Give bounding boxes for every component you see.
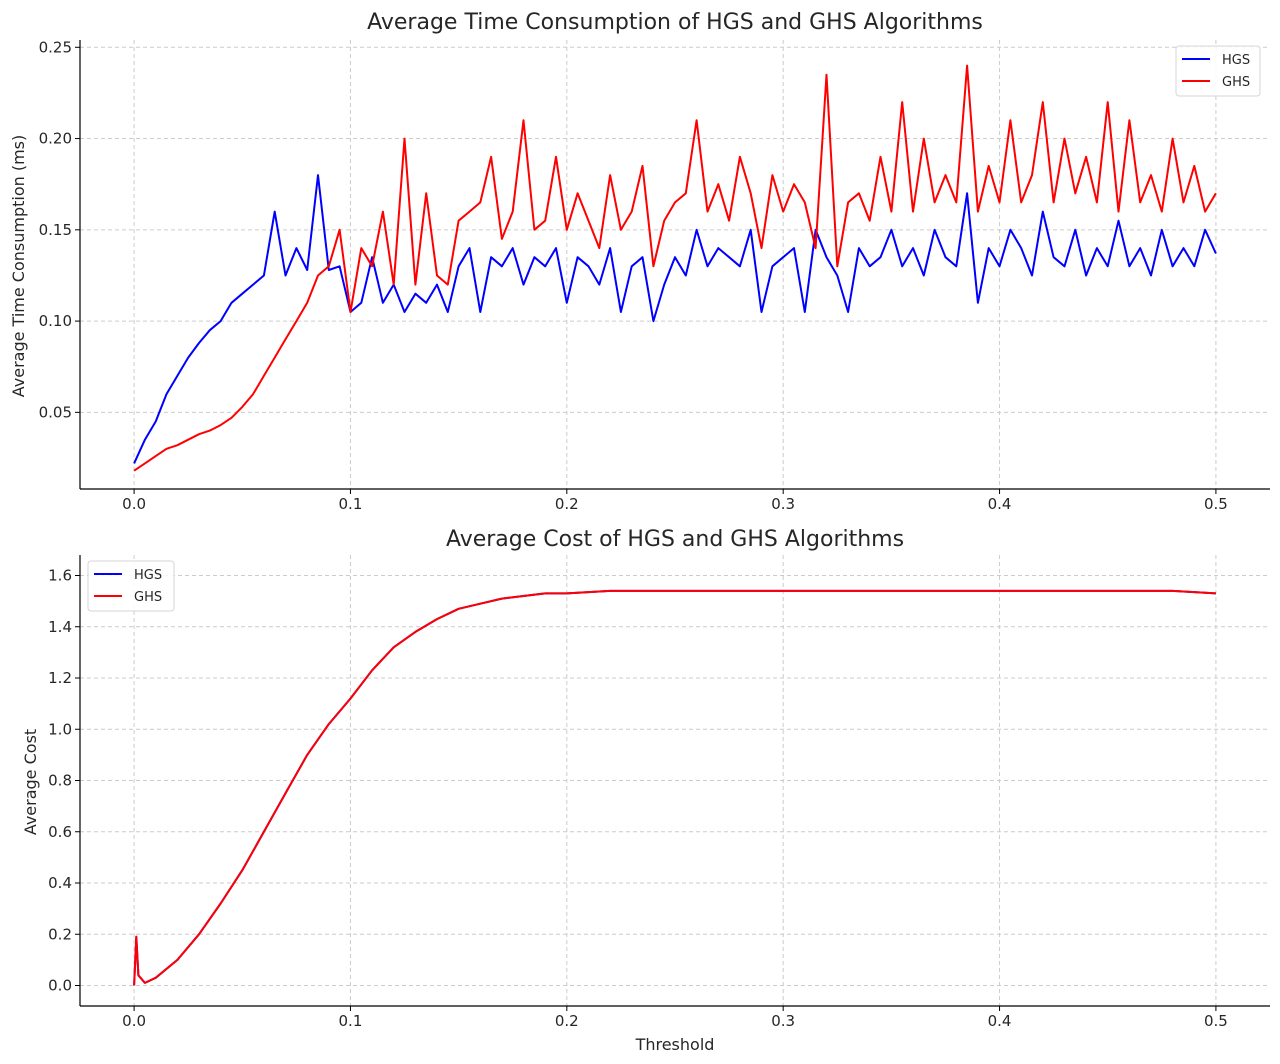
y-tick-label: 1.2 — [48, 669, 72, 687]
x-tick-label: 0.1 — [339, 495, 363, 513]
x-tick-label: 0.1 — [339, 1012, 363, 1030]
series-line-hgs — [133, 589, 1216, 986]
x-tick-label: 0.5 — [1204, 495, 1228, 513]
y-tick-label: 0.8 — [48, 772, 72, 790]
x-tick-label: 0.3 — [771, 1012, 795, 1030]
y-axis-label: Average Time Consumption (ms) — [9, 135, 28, 398]
x-tick-label: 0.2 — [555, 1012, 579, 1030]
legend-label-ghs: GHS — [1222, 75, 1250, 90]
legend: HGS GHS — [87, 560, 175, 612]
legend-label-ghs: GHS — [134, 590, 162, 605]
y-tick-label: 0.10 — [39, 312, 72, 330]
series-line-hgs — [133, 174, 1217, 464]
x-axis-label: Threshold — [635, 1035, 715, 1054]
x-tick-label: 0.2 — [555, 495, 579, 513]
y-tick-label: 0.6 — [48, 823, 72, 841]
chart-title: Average Cost of HGS and GHS Algorithms — [446, 527, 904, 552]
x-tick-label: 0.5 — [1204, 1012, 1228, 1030]
legend-label-hgs: HGS — [134, 568, 162, 583]
legend-label-hgs: HGS — [1222, 53, 1250, 68]
y-tick-label: 0.05 — [39, 403, 72, 421]
y-tick-label: 0.25 — [39, 38, 72, 56]
y-tick-label: 1.0 — [48, 720, 72, 738]
y-tick-label: 1.4 — [48, 618, 72, 636]
x-tick-label: 0.4 — [988, 1012, 1012, 1030]
y-tick-label: 0.20 — [39, 130, 72, 148]
y-tick-label: 1.6 — [48, 567, 72, 585]
y-tick-label: 0.4 — [48, 874, 72, 892]
y-tick-label: 0.0 — [48, 977, 72, 995]
legend: HGS GHS — [1175, 45, 1261, 97]
y-tick-label: 0.15 — [39, 221, 72, 239]
y-axis-label: Average Cost — [21, 729, 40, 835]
x-tick-label: 0.0 — [122, 1012, 146, 1030]
x-tick-label: 0.0 — [122, 495, 146, 513]
x-tick-label: 0.3 — [771, 495, 795, 513]
time-consumption-chart: Average Time Consumption of HGS and GHS … — [9, 10, 1270, 513]
series-line-ghs — [133, 64, 1217, 472]
y-tick-label: 0.2 — [48, 925, 72, 943]
chart-title: Average Time Consumption of HGS and GHS … — [367, 10, 983, 35]
series-line-ghs — [133, 589, 1216, 986]
cost-chart: Average Cost of HGS and GHS Algorithms A… — [21, 527, 1270, 1054]
x-tick-label: 0.4 — [988, 495, 1012, 513]
